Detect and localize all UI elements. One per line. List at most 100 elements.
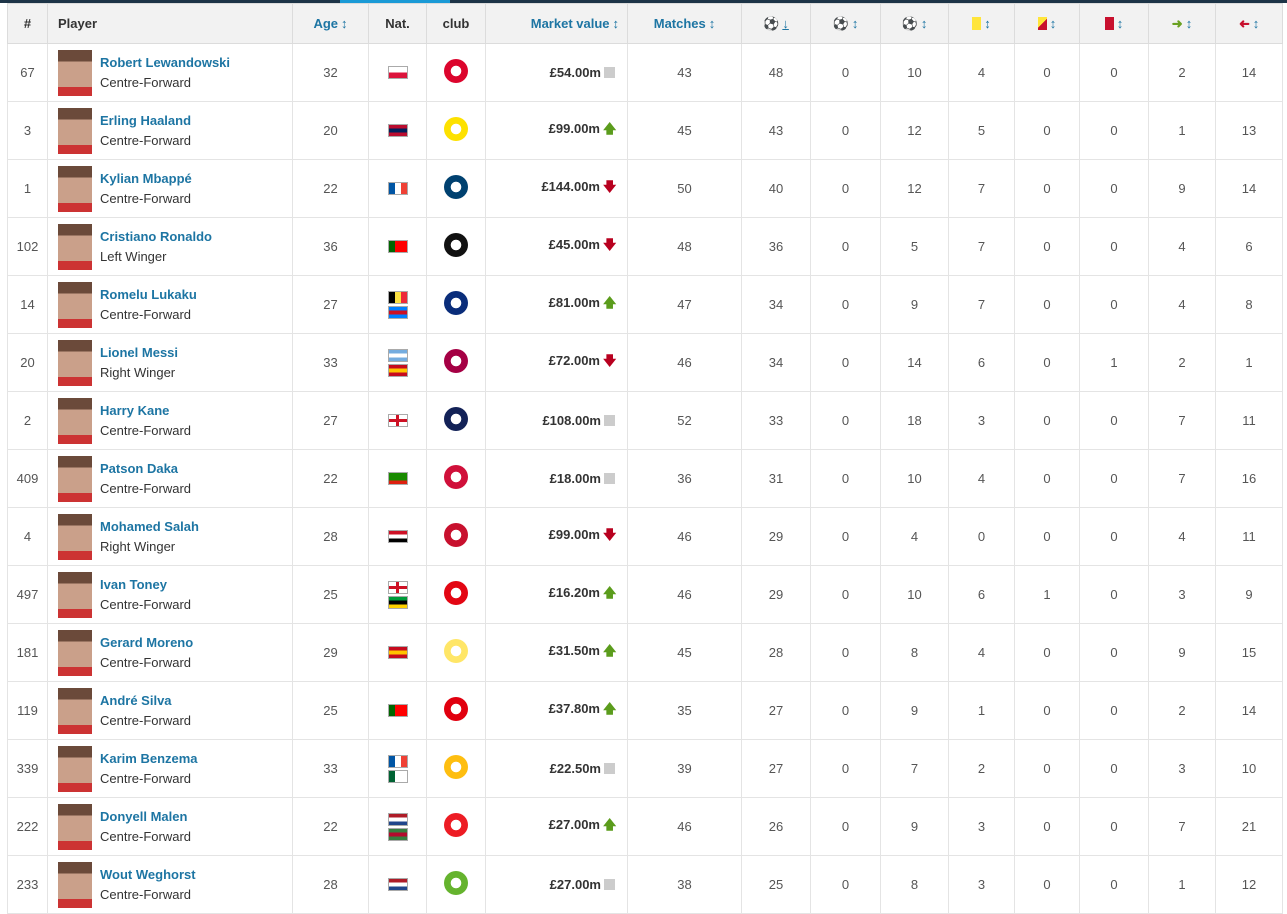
matches-cell: 36 (627, 449, 742, 508)
player-cell: Ivan Toney Centre-Forward (47, 565, 293, 624)
player-name-link[interactable]: Patson Daka (100, 461, 179, 476)
market-value[interactable]: £45.00m (548, 236, 600, 252)
market-value[interactable]: £108.00m (542, 413, 601, 428)
player-name-link[interactable]: Wout Weghorst (100, 867, 196, 882)
player-name-link[interactable]: Ivan Toney (100, 577, 167, 592)
player-photo[interactable] (58, 455, 92, 502)
market-value[interactable]: £37.80m (548, 700, 600, 716)
market-value-cell: £16.20m 🡅 (485, 565, 628, 624)
market-value-cell: £108.00m (485, 391, 628, 450)
market-value-cell: £18.00m (485, 449, 628, 508)
salzburg-logo[interactable] (444, 465, 468, 489)
player-name-link[interactable]: Cristiano Ronaldo (100, 229, 212, 244)
player-photo[interactable] (58, 629, 92, 676)
flag-icon (387, 827, 408, 841)
club-cell (426, 217, 486, 276)
col-age[interactable]: Age ↕ (292, 3, 369, 44)
brentford-logo[interactable] (444, 581, 468, 605)
assists-cell: 7 (880, 739, 949, 798)
bayern-logo[interactable] (444, 59, 468, 83)
club-cell (426, 855, 486, 914)
market-value[interactable]: £16.20m (548, 584, 600, 600)
player-photo[interactable] (58, 687, 92, 734)
market-value[interactable]: £27.00m (548, 816, 600, 832)
market-value[interactable]: £54.00m (549, 65, 601, 80)
yellow-red-cards-cell: 0 (1014, 159, 1080, 218)
market-value[interactable]: £72.00m (548, 352, 600, 368)
inter-logo[interactable] (444, 291, 468, 315)
col-goals[interactable]: ⚽ ↓ (741, 3, 811, 44)
player-name-link[interactable]: Harry Kane (100, 403, 170, 418)
flag-icon (387, 182, 408, 195)
col-sub-off[interactable]: ➜ ↕ (1215, 3, 1283, 44)
col-red[interactable]: ↕ (1079, 3, 1149, 44)
assists-cell: 8 (880, 855, 949, 914)
psv-logo[interactable] (444, 813, 468, 837)
rank-cell: 2 (7, 391, 48, 450)
sort-icon: ↕ (851, 15, 859, 31)
frankfurt-logo[interactable] (444, 697, 468, 721)
market-value[interactable]: £27.00m (549, 877, 601, 892)
col-yellow[interactable]: ↕ (948, 3, 1015, 44)
player-photo[interactable] (58, 49, 92, 96)
player-name-link[interactable]: Donyell Malen (100, 809, 188, 824)
player-name-link[interactable]: André Silva (100, 693, 172, 708)
player-name-link[interactable]: Robert Lewandowski (100, 55, 231, 70)
table-row: 222 Donyell Malen Centre-Forward 22 £27.0… (7, 797, 1283, 856)
player-photo[interactable] (58, 339, 92, 386)
player-photo[interactable] (58, 803, 92, 850)
market-value[interactable]: £99.00m (548, 526, 600, 542)
player-photo[interactable] (58, 281, 92, 328)
yellow-cards-cell: 4 (948, 43, 1015, 102)
dortmund-logo[interactable] (444, 117, 468, 141)
yellow-red-cards-cell: 0 (1014, 217, 1080, 276)
player-name-link[interactable]: Mohamed Salah (100, 519, 199, 534)
col-market-value[interactable]: Market value ↕ (485, 3, 628, 44)
col-assists[interactable]: ⚽ ↕ (880, 3, 949, 44)
psg-logo[interactable] (444, 175, 468, 199)
villarreal-logo[interactable] (444, 639, 468, 663)
player-name-link[interactable]: Karim Benzema (100, 751, 198, 766)
liverpool-logo[interactable] (444, 523, 468, 547)
wolfsburg-logo[interactable] (444, 871, 468, 895)
col-own-goals[interactable]: ⚽ ↕ (810, 3, 881, 44)
yellow-cards-cell: 7 (948, 217, 1015, 276)
barcelona-logo[interactable] (444, 349, 468, 373)
nationality-cell (368, 623, 427, 682)
tottenham-logo[interactable] (444, 407, 468, 431)
player-photo[interactable] (58, 571, 92, 618)
real-madrid-logo[interactable] (444, 755, 468, 779)
player-cell: Kylian Mbappé Centre-Forward (47, 159, 293, 218)
market-value[interactable]: £144.00m (541, 178, 600, 194)
col-market-value-label: Market value (530, 16, 610, 31)
market-value[interactable]: £31.50m (548, 642, 600, 658)
player-name-link[interactable]: Lionel Messi (100, 345, 179, 360)
col-sub-on[interactable]: ➜ ↕ (1148, 3, 1216, 44)
player-photo[interactable] (58, 745, 92, 792)
player-name-link[interactable]: Kylian Mbappé (100, 171, 192, 186)
player-cell: Cristiano Ronaldo Left Winger (47, 217, 293, 276)
juventus-logo[interactable] (444, 233, 468, 257)
player-name-link[interactable]: Gerard Moreno (100, 635, 194, 650)
player-photo[interactable] (58, 223, 92, 270)
player-name-link[interactable]: Erling Haaland (100, 113, 192, 128)
market-value[interactable]: £18.00m (549, 471, 601, 486)
yellow-red-cards-cell: 0 (1014, 739, 1080, 798)
col-yellow-red[interactable]: ↕ (1014, 3, 1080, 44)
trend-down-icon: 🡇 (603, 236, 617, 252)
market-value[interactable]: £99.00m (548, 120, 600, 136)
player-photo[interactable] (58, 107, 92, 154)
player-photo[interactable] (58, 513, 92, 560)
market-value[interactable]: £22.50m (549, 761, 601, 776)
age-cell: 27 (292, 391, 369, 450)
player-photo[interactable] (58, 861, 92, 908)
subbed-on-cell: 4 (1148, 217, 1216, 276)
rank-cell: 20 (7, 333, 48, 392)
yellow-red-cards-cell: 1 (1014, 565, 1080, 624)
col-matches[interactable]: Matches ↕ (627, 3, 742, 44)
player-photo[interactable] (58, 397, 92, 444)
player-photo[interactable] (58, 165, 92, 212)
market-value[interactable]: £81.00m (548, 294, 600, 310)
player-name-link[interactable]: Romelu Lukaku (100, 287, 197, 302)
club-cell (426, 565, 486, 624)
